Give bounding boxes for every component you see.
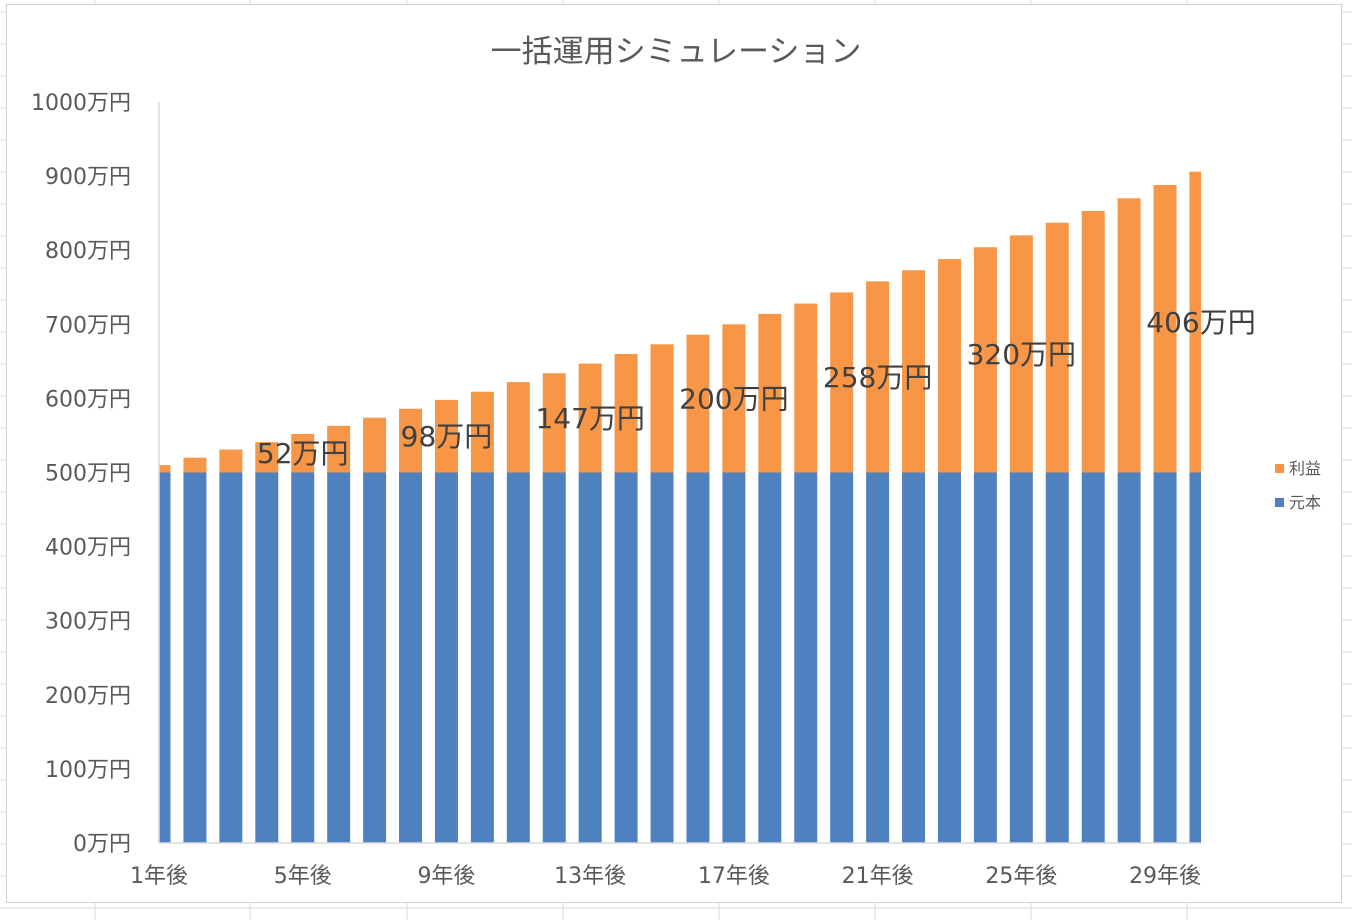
bar-principal — [219, 472, 243, 843]
bar-principal — [758, 472, 782, 843]
bar-principal — [470, 472, 494, 843]
bar-principal — [650, 472, 674, 843]
bar-principal — [506, 472, 530, 843]
data-label: 52万円 — [257, 437, 349, 470]
bar-profit — [399, 408, 423, 473]
bar-principal — [722, 472, 746, 843]
legend-label: 利益 — [1289, 459, 1321, 478]
x-tick-label: 17年後 — [698, 864, 770, 889]
legend-label: 元本 — [1289, 493, 1321, 512]
bar-principal — [434, 472, 458, 843]
bar-principal — [1009, 472, 1033, 843]
bar-profit — [973, 247, 997, 473]
y-tick-label: 900万円 — [45, 165, 131, 190]
y-tick-label: 200万円 — [45, 684, 131, 709]
bar-profit — [255, 442, 279, 473]
bar-profit — [363, 417, 387, 473]
y-tick-label: 600万円 — [45, 387, 131, 412]
bar-profit — [794, 303, 818, 473]
bar-principal — [830, 472, 854, 843]
y-tick-label: 0万円 — [73, 832, 131, 857]
x-tick-label: 9年後 — [417, 864, 475, 889]
bar-principal — [614, 472, 638, 843]
legend-swatch — [1275, 498, 1284, 507]
bar-principal — [1117, 472, 1141, 843]
data-label: 98万円 — [401, 420, 493, 453]
y-tick-label: 800万円 — [45, 239, 131, 264]
bar-profit — [219, 449, 243, 473]
bar-principal — [363, 472, 387, 843]
bar-principal — [1045, 472, 1069, 843]
bar-profit — [614, 353, 638, 473]
y-tick-label: 100万円 — [45, 758, 131, 783]
y-tick-label: 400万円 — [45, 536, 131, 561]
bar-principal — [973, 472, 997, 843]
bar-principal — [399, 472, 423, 843]
chart[interactable]: 一括運用シミュレーション 0万円 100万円 200万円 300万円 400万円 500万… — [6, 4, 1342, 903]
bar-profit — [650, 344, 674, 473]
bar-profit — [434, 399, 458, 473]
bar-principal — [327, 472, 351, 843]
bar-principal — [1153, 472, 1177, 843]
bar-profit — [470, 391, 494, 473]
bar-principal — [255, 472, 279, 843]
bar-principal — [183, 472, 207, 843]
bar-profit — [506, 382, 530, 473]
bar-principal — [291, 472, 315, 843]
bar-profit — [1117, 198, 1141, 473]
y-tick-label: 300万円 — [45, 610, 131, 635]
y-tick-label: 700万円 — [45, 313, 131, 338]
bar-profit — [291, 433, 315, 473]
bar-principal — [866, 472, 890, 843]
bar-profit — [830, 292, 854, 473]
bar-profit — [183, 457, 207, 473]
x-tick-label: 1年後 — [130, 864, 188, 889]
bar-profit — [1153, 184, 1177, 473]
y-tick-label: 1000万円 — [31, 91, 131, 116]
bar-principal — [902, 472, 926, 843]
x-tick-label: 13年後 — [554, 864, 626, 889]
y-tick-label: 500万円 — [45, 462, 131, 487]
bar-principal — [1189, 472, 1201, 843]
bar-principal — [542, 472, 566, 843]
chart-plot: 一括運用シミュレーション 0万円 100万円 200万円 300万円 400万円 500万… — [31, 34, 1321, 889]
bar-principal — [686, 472, 710, 843]
bar-principal — [937, 472, 961, 843]
bar-profit — [327, 425, 351, 473]
bar-profit — [937, 259, 961, 473]
bar-profit — [542, 373, 566, 473]
chart-title: 一括運用シミュレーション — [491, 34, 862, 70]
bar-profit — [1081, 210, 1105, 473]
data-label: 258万円 — [823, 361, 932, 394]
x-tick-label: 29年後 — [1129, 864, 1201, 889]
bar-profit — [1189, 171, 1201, 473]
bar-profit — [159, 465, 171, 473]
x-tick-label: 5年後 — [274, 864, 332, 889]
bar-principal — [794, 472, 818, 843]
data-label: 320万円 — [967, 338, 1076, 371]
legend-swatch — [1275, 464, 1284, 473]
data-label: 406万円 — [1146, 306, 1255, 339]
data-label: 147万円 — [535, 402, 644, 435]
bar-principal — [1081, 472, 1105, 843]
bar-profit — [758, 313, 782, 473]
bar-profit — [578, 363, 602, 473]
bar-principal — [159, 472, 171, 843]
bar-profit — [686, 334, 710, 473]
bar-profit — [866, 281, 890, 473]
bar-profit — [1045, 222, 1069, 473]
data-label: 200万円 — [679, 382, 788, 415]
x-tick-label: 21年後 — [842, 864, 914, 889]
bar-profit — [902, 270, 926, 473]
bar-principal — [578, 472, 602, 843]
bar-profit — [1009, 235, 1033, 473]
bar-profit — [722, 324, 746, 473]
x-tick-label: 25年後 — [985, 864, 1057, 889]
